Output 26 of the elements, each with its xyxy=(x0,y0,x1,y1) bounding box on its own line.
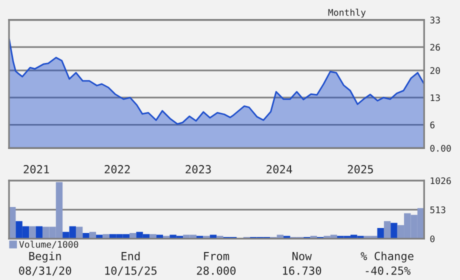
y-tick-label: 513 xyxy=(430,206,446,214)
y-tick-label: 0 xyxy=(430,235,435,242)
text: Now xyxy=(292,252,312,260)
y-tick-label: 0.00 xyxy=(430,144,451,152)
y-tick-label: 33 xyxy=(430,16,440,24)
text: % Change xyxy=(360,252,414,262)
chart-title: Monthly xyxy=(328,8,366,18)
text: Begin xyxy=(29,252,61,262)
text: 08/31/20 xyxy=(19,266,72,276)
y-tick-label: 20 xyxy=(430,67,440,74)
text: -40.25% xyxy=(366,266,411,275)
x-tick-label: 2023 xyxy=(186,165,211,174)
text: From xyxy=(204,252,230,260)
text: 16.730 xyxy=(283,266,322,275)
text: 28.000 xyxy=(196,266,236,275)
x-tick-label: 2022 xyxy=(104,165,130,174)
text: 10/15/25 xyxy=(105,266,157,276)
text: End xyxy=(122,252,140,260)
y-tick-label: 13 xyxy=(430,94,440,102)
x-tick-label: 2025 xyxy=(348,165,373,174)
x-tick-label: 2024 xyxy=(266,165,292,174)
x-tick-label: 2021 xyxy=(24,165,49,174)
legend-label: Volume/1000 xyxy=(19,240,78,249)
y-tick-label: 26 xyxy=(430,44,440,51)
y-tick-label: 6 xyxy=(430,122,435,128)
y-tick-label: 1026 xyxy=(430,177,451,184)
